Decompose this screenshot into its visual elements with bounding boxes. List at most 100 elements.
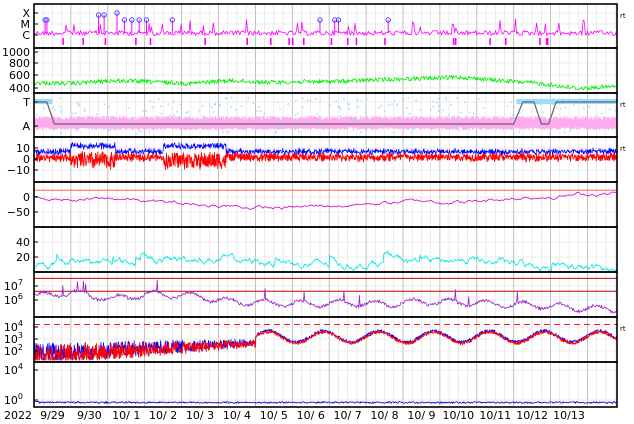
ytick-label: 800: [9, 57, 30, 70]
series-type-state-dot: [432, 105, 435, 108]
panel-frames: [33, 3, 618, 408]
series-type-state-dot: [352, 119, 354, 121]
series-layer: [33, 10, 619, 404]
series-type-state-dot: [536, 126, 539, 128]
series-type-state-dot: [580, 126, 582, 128]
series-type-state-dot: [294, 114, 297, 117]
series-type-state-dot: [83, 108, 86, 111]
series-type-state-dot: [51, 107, 54, 109]
series-type-state-dot: [100, 123, 102, 126]
series-type-state-dot: [90, 126, 92, 129]
series-type-state-dot: [277, 101, 279, 104]
series-type-state-dot: [343, 98, 345, 101]
series-type-state-dot: [360, 100, 363, 102]
series-type-state-dot: [455, 128, 457, 131]
series-proton-ratio-red: [33, 330, 618, 361]
x-tick-label: 10/12: [516, 409, 548, 422]
series-type-state-dot: [564, 106, 567, 109]
series-type-state-dot: [329, 104, 332, 107]
series-type-state-dot: [464, 101, 466, 103]
series-type-state-dot: [484, 124, 486, 126]
series-type-state-dot: [179, 103, 182, 106]
series-type-state-dot: [388, 104, 390, 106]
series-type-state-dot: [64, 127, 67, 130]
series-type-state-dot: [444, 97, 447, 99]
series-type-state-dot: [169, 114, 172, 117]
series-type-state-dot: [297, 118, 299, 121]
series-type-state-dot: [148, 100, 151, 102]
series-type-state-dot: [212, 111, 215, 113]
series-index-cyan: [33, 250, 618, 272]
series-type-state-dot: [173, 114, 175, 116]
series-type-state-dot: [305, 121, 307, 124]
series-type-state-dot: [208, 105, 211, 107]
flare-marker: [114, 10, 120, 16]
series-type-state-dot: [615, 109, 617, 111]
series-type-state-dot: [508, 118, 510, 120]
series-type-state-dot: [339, 115, 342, 117]
series-type-state-dot: [458, 129, 460, 131]
series-type-state-dot: [460, 111, 463, 114]
series-type-state-dot: [339, 108, 342, 110]
series-type-state-dot: [569, 129, 572, 132]
series-type-state-dot: [335, 100, 338, 102]
ytick-label: 20: [16, 251, 30, 264]
series-type-state-dot: [135, 126, 138, 128]
series-type-state-dot: [563, 131, 566, 133]
panel-right-label: rt: [620, 12, 626, 20]
series-type-state-dot: [510, 101, 512, 103]
series-type-state-dot: [396, 103, 399, 105]
series-type-state-dot: [230, 106, 232, 108]
series-type-state-dot: [58, 105, 61, 108]
series-type-state-dot: [592, 127, 594, 129]
series-type-state-dot: [111, 120, 114, 122]
series-type-state-dot: [84, 110, 86, 112]
series-type-state-dot: [603, 123, 606, 125]
series-type-state-dot: [149, 125, 151, 128]
series-type-state-dot: [384, 110, 386, 112]
series-type-state-dot: [448, 116, 450, 119]
series-type-state-dot: [279, 108, 281, 110]
series-type-state-dot: [258, 106, 260, 108]
series-type-state-dot: [552, 103, 554, 106]
series-type-state-dot: [339, 106, 341, 108]
series-type-state-dot: [314, 98, 317, 100]
series-type-state-dot: [348, 108, 350, 110]
panel-frame-flare-class: [33, 3, 618, 49]
series-type-state-dot: [437, 105, 439, 107]
x-tick-label: 9/29: [40, 409, 65, 422]
series-type-state-dot: [344, 121, 347, 123]
series-type-state-step: [34, 101, 617, 125]
series-type-state-dot: [540, 103, 543, 106]
series-imf-red: [33, 150, 618, 171]
series-type-state-dot: [316, 112, 319, 115]
flare-marker: [121, 17, 128, 23]
series-type-state-dot: [138, 130, 140, 133]
x-tick-label: 10/ 5: [260, 409, 288, 422]
series-type-state-dot: [277, 125, 280, 128]
series-type-state-dot: [263, 112, 266, 115]
series-type-state-dot: [511, 116, 514, 119]
series-type-state-dot: [256, 110, 258, 112]
series-imf-blue: [33, 142, 618, 156]
flare-marker: [101, 12, 107, 18]
series-type-state-dot: [109, 129, 111, 132]
x-tick-label: 9/30: [77, 409, 102, 422]
series-type-state-dot: [412, 127, 414, 130]
series-type-state-dot: [455, 97, 458, 99]
grid-layer: [34, 4, 617, 407]
series-type-state-dot: [325, 127, 327, 129]
series-type-state-dot: [222, 131, 224, 134]
series-electron-violet: [33, 279, 618, 314]
series-type-state-dot: [475, 131, 478, 134]
x-start-label: 2022: [4, 409, 32, 422]
series-type-state-dot: [337, 105, 339, 108]
series-type-state-dot: [281, 117, 283, 120]
series-type-state-dot: [556, 107, 559, 109]
x-tick-label: 10/ 6: [297, 409, 325, 422]
series-type-state-dot: [473, 112, 475, 115]
series-type-state-dot: [396, 104, 398, 106]
series-type-state-dot: [88, 126, 90, 128]
series-type-state-dot: [60, 111, 63, 113]
series-type-state-dot: [419, 109, 422, 111]
